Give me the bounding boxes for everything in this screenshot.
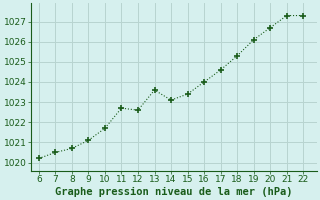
X-axis label: Graphe pression niveau de la mer (hPa): Graphe pression niveau de la mer (hPa) (55, 186, 292, 197)
